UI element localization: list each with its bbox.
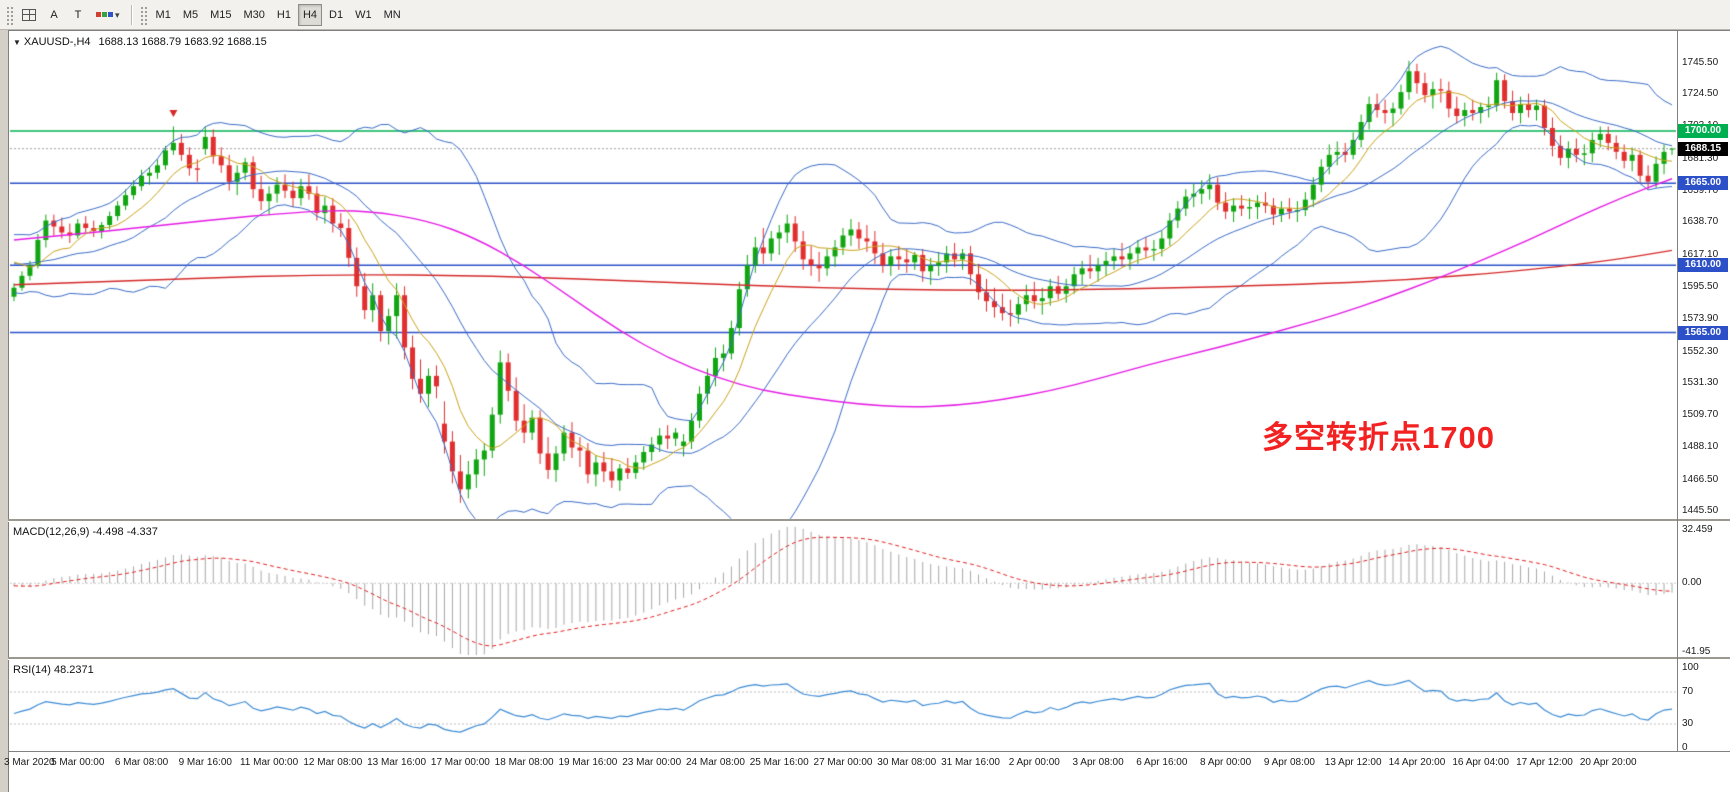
timeframe-m5[interactable]: M5 bbox=[178, 4, 203, 26]
toolbar-separator bbox=[130, 4, 132, 25]
text-tool-button[interactable]: T bbox=[67, 4, 89, 26]
timeframe-m30[interactable]: M30 bbox=[239, 4, 270, 26]
timeframe-m15[interactable]: M15 bbox=[205, 4, 236, 26]
chevron-down-icon: ▾ bbox=[115, 9, 120, 20]
letter-a-icon: A bbox=[50, 8, 58, 21]
palette-icon bbox=[96, 12, 113, 17]
timeframe-h1[interactable]: H1 bbox=[272, 4, 296, 26]
pane-separator-rsi[interactable] bbox=[8, 657, 1730, 659]
palette-button[interactable]: ▾ bbox=[91, 4, 125, 26]
timeframe-mn[interactable]: MN bbox=[379, 4, 406, 26]
axis-separator bbox=[8, 751, 1730, 752]
chart-grid-icon bbox=[22, 8, 36, 21]
scale-border bbox=[1677, 31, 1678, 751]
timeframe-m1[interactable]: M1 bbox=[151, 4, 176, 26]
pane-separator-macd[interactable] bbox=[8, 519, 1730, 521]
toolbar-grip[interactable] bbox=[6, 4, 13, 25]
pointer-tool-button[interactable]: A bbox=[43, 4, 65, 26]
timeframe-h4[interactable]: H4 bbox=[297, 3, 323, 26]
text-tool-icon: T bbox=[74, 8, 82, 21]
timeframes-grip[interactable] bbox=[139, 4, 147, 25]
timeframe-d1[interactable]: D1 bbox=[324, 4, 348, 26]
toolbar: A T ▾ M1 M5 M15 M30 H1 H4 D1 W1 MN bbox=[0, 0, 1730, 30]
timeframe-w1[interactable]: W1 bbox=[350, 4, 377, 26]
chart-tool-button[interactable] bbox=[17, 4, 41, 26]
